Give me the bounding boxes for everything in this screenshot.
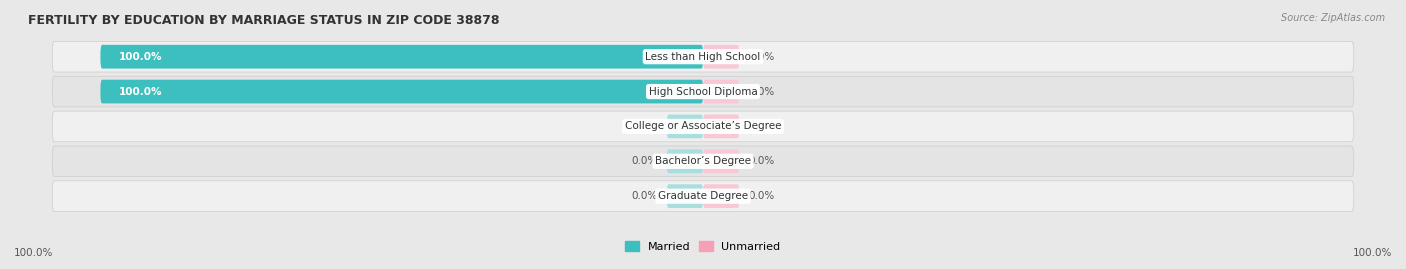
FancyBboxPatch shape <box>703 115 740 138</box>
Text: Less than High School: Less than High School <box>645 52 761 62</box>
FancyBboxPatch shape <box>100 45 703 69</box>
Text: Graduate Degree: Graduate Degree <box>658 191 748 201</box>
Text: 100.0%: 100.0% <box>118 52 162 62</box>
FancyBboxPatch shape <box>703 80 740 103</box>
FancyBboxPatch shape <box>52 111 1354 142</box>
Text: Source: ZipAtlas.com: Source: ZipAtlas.com <box>1281 13 1385 23</box>
Text: 100.0%: 100.0% <box>14 248 53 258</box>
Legend: Married, Unmarried: Married, Unmarried <box>621 237 785 256</box>
Text: 0.0%: 0.0% <box>631 156 658 166</box>
FancyBboxPatch shape <box>703 45 740 69</box>
FancyBboxPatch shape <box>52 181 1354 211</box>
Text: 0.0%: 0.0% <box>748 121 775 132</box>
Text: 100.0%: 100.0% <box>118 87 162 97</box>
FancyBboxPatch shape <box>100 80 703 103</box>
Text: High School Diploma: High School Diploma <box>648 87 758 97</box>
Text: 0.0%: 0.0% <box>631 191 658 201</box>
Text: College or Associate’s Degree: College or Associate’s Degree <box>624 121 782 132</box>
FancyBboxPatch shape <box>52 76 1354 107</box>
Text: 0.0%: 0.0% <box>748 87 775 97</box>
FancyBboxPatch shape <box>666 150 703 173</box>
FancyBboxPatch shape <box>52 146 1354 177</box>
FancyBboxPatch shape <box>666 184 703 208</box>
Text: 0.0%: 0.0% <box>631 121 658 132</box>
FancyBboxPatch shape <box>703 150 740 173</box>
Text: 0.0%: 0.0% <box>748 52 775 62</box>
FancyBboxPatch shape <box>666 115 703 138</box>
Text: 0.0%: 0.0% <box>748 156 775 166</box>
FancyBboxPatch shape <box>52 41 1354 72</box>
Text: 0.0%: 0.0% <box>748 191 775 201</box>
Text: 100.0%: 100.0% <box>1353 248 1392 258</box>
Text: FERTILITY BY EDUCATION BY MARRIAGE STATUS IN ZIP CODE 38878: FERTILITY BY EDUCATION BY MARRIAGE STATU… <box>28 14 499 27</box>
Text: Bachelor’s Degree: Bachelor’s Degree <box>655 156 751 166</box>
FancyBboxPatch shape <box>703 184 740 208</box>
